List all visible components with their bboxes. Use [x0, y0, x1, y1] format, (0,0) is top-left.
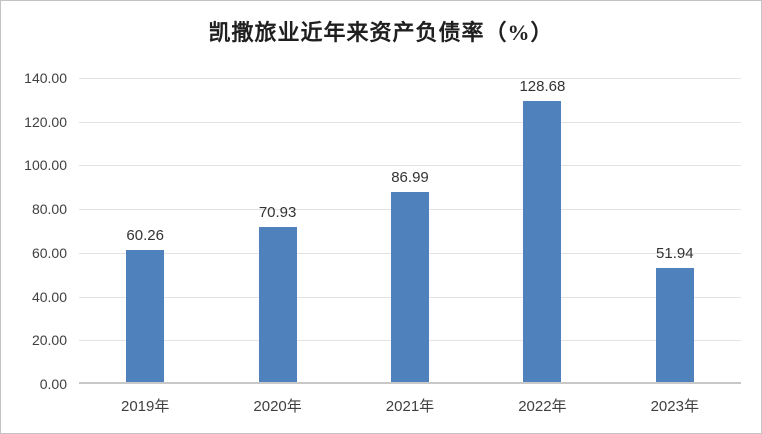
y-axis-tick-label: 60.00: [31, 244, 67, 261]
y-axis-tick-label: 0.00: [39, 376, 67, 392]
y-axis-tick-label: 20.00: [31, 332, 67, 349]
gridline: [79, 121, 741, 123]
x-axis-tick-label: 2021年: [385, 398, 435, 415]
x-axis-tick-label: 2019年: [121, 398, 170, 415]
y-axis-tick-label: 140.00: [24, 70, 67, 86]
chart-title: 凯撒旅业近年来资产负债率（%）: [208, 20, 554, 45]
y-axis-tick-label: 100.00: [24, 157, 67, 174]
bar-value-label: 86.99: [391, 168, 429, 186]
y-axis-tick-label: 40.00: [31, 288, 67, 305]
plot-area: 60.26 70.93 86.99 128.68 51.94: [79, 78, 741, 384]
bar-2020年: [258, 226, 297, 382]
bar-value-label: 60.26: [126, 227, 164, 245]
bar-value-label: 128.68: [519, 77, 566, 95]
y-axis-tick-label: 120.00: [24, 113, 67, 130]
gridline: [79, 78, 741, 79]
bar-2023年: [655, 268, 694, 382]
bar-2022年: [523, 100, 562, 382]
bar-value-label: 51.94: [656, 245, 694, 263]
x-axis-tick-label: 2020年: [253, 398, 302, 415]
bar-value-label: 70.93: [258, 203, 297, 221]
bar-2019年: [126, 250, 165, 382]
y-axis-tick-label: 80.00: [31, 201, 67, 218]
x-axis-tick-label: 2023年: [650, 398, 699, 415]
x-axis-line: [79, 382, 741, 384]
x-axis-tick-label: 2022年: [518, 398, 567, 415]
gridline: [79, 165, 741, 167]
bar-2021年: [391, 191, 429, 382]
